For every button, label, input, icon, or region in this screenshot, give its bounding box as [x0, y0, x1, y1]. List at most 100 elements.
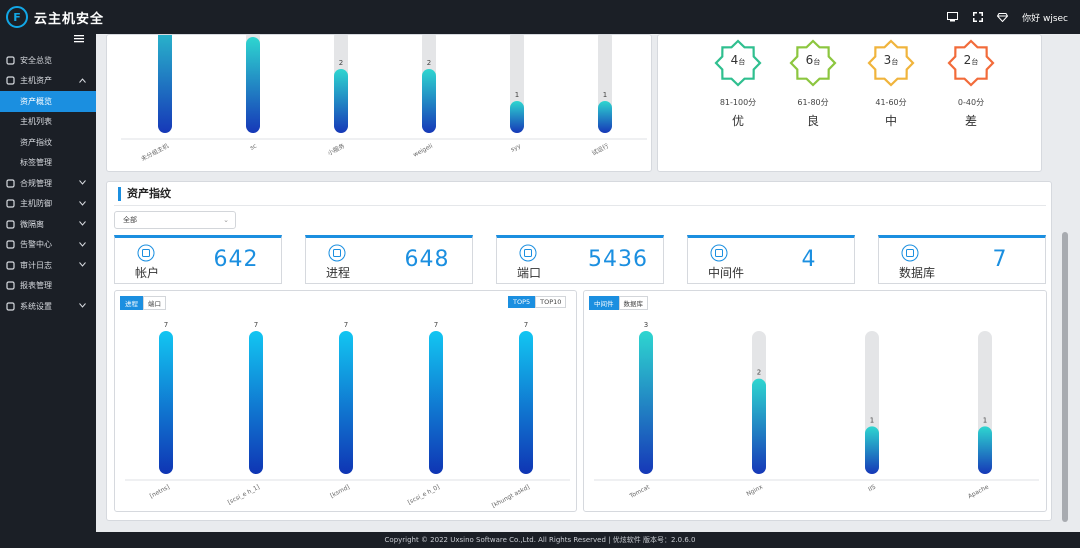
- sidebar-item-dashboard[interactable]: 安全总览: [0, 50, 96, 71]
- rating-range: 41-60分: [875, 98, 907, 107]
- stat-card-label: 帐户: [135, 266, 160, 280]
- shield-icon: [6, 199, 15, 208]
- sidebar-subitem[interactable]: 主机列表: [20, 117, 52, 127]
- stat-card-label: 中间件: [708, 266, 745, 280]
- bar: [249, 331, 263, 474]
- expand-icon[interactable]: [972, 12, 983, 23]
- bar: [422, 69, 436, 133]
- sidebar-item-isolation[interactable]: 微隔离: [0, 214, 96, 235]
- sidebar-subitem[interactable]: 标签管理: [20, 158, 52, 168]
- rating-grade: 优: [731, 114, 744, 128]
- stat-card-value: 5436: [588, 247, 648, 272]
- stat-card-label: 进程: [326, 266, 351, 280]
- x-tick-label: 试运行: [590, 142, 610, 158]
- sidebar-item-asset[interactable]: 主机资产: [0, 71, 96, 92]
- sidebar-toggle[interactable]: [0, 34, 96, 50]
- sidebar-item-alarm[interactable]: 告警中心: [0, 235, 96, 256]
- sidebar-item-report[interactable]: 报表管理: [0, 276, 96, 297]
- rating-info: 61-80分良: [783, 97, 843, 129]
- tab-top5[interactable]: TOP5: [508, 296, 536, 308]
- star-badge-icon: [714, 39, 762, 87]
- scrollbar[interactable]: [1062, 232, 1068, 522]
- sidebar-item-label: 系统设置: [20, 301, 52, 311]
- user-greeting[interactable]: 你好 wjsec: [1022, 13, 1068, 24]
- star-badge-icon: [789, 39, 837, 87]
- group-host-bar-chart: 未分组主机3sc2小服务2weigeli1syy1试运行: [121, 5, 647, 163]
- bar: [339, 331, 353, 474]
- tab-database[interactable]: 数据库: [618, 296, 648, 310]
- chevron-down-icon: ⌄: [223, 216, 229, 224]
- bar-value-label: 2: [757, 369, 761, 377]
- stat-card-process[interactable]: 进程 648: [305, 235, 473, 284]
- sidebar-item-compliance[interactable]: 合规管理: [0, 173, 96, 194]
- bar-value-label: 1: [515, 91, 519, 99]
- stat-card-port[interactable]: 端口 5436: [496, 235, 664, 284]
- bar-value-label: 3: [644, 321, 648, 329]
- app-logo[interactable]: F 云主机安全: [6, 6, 104, 28]
- stat-card-middleware[interactable]: 中间件 4: [687, 235, 855, 284]
- process-chart-panel: 7 [netns] 7 [scsi_e h_1] 7 [ksmd] 7 [scsi_e h_0…: [114, 290, 577, 512]
- settings-icon: [6, 302, 15, 311]
- bar-value-label: 1: [983, 416, 987, 424]
- sidebar-subitem[interactable]: 资产指纹: [20, 137, 52, 147]
- divider: [114, 205, 1046, 206]
- bar: [978, 426, 992, 474]
- rating-range: 61-80分: [797, 98, 829, 107]
- sidebar-item-label: 主机资产: [20, 76, 52, 86]
- sidebar-item-shield[interactable]: 主机防御: [0, 194, 96, 215]
- middleware-tabs: 中间件 数据库: [589, 296, 648, 310]
- middleware-chart-panel: 3 Tomcat 2 Nginx 1 IIS 1 Apache: [583, 290, 1047, 512]
- rating-range: 0-40分: [957, 98, 985, 107]
- sidebar-subitem[interactable]: 资产概览: [0, 91, 96, 112]
- tab-process[interactable]: 进程: [120, 296, 143, 310]
- process-tabs: 进程 端口: [120, 296, 166, 310]
- sidebar-item-log[interactable]: 审计日志: [0, 255, 96, 276]
- bar-value-label: 7: [164, 321, 168, 329]
- bar: [639, 331, 653, 474]
- stat-card-value: 648: [404, 247, 450, 272]
- compliance-icon: [6, 179, 15, 188]
- tab-middleware[interactable]: 中间件: [589, 296, 619, 310]
- top-bar: F 云主机安全 你好 wjsec: [0, 0, 1080, 34]
- rating-badge[interactable]: 2台: [947, 39, 995, 87]
- rating-count: 3台: [883, 53, 899, 67]
- star-badge-icon: [947, 39, 995, 87]
- group-select[interactable]: 全部 ⌄: [114, 211, 236, 229]
- sidebar-item-label: 合规管理: [20, 178, 52, 188]
- chevron-down-icon: [79, 260, 86, 269]
- bar-value-label: 7: [254, 321, 258, 329]
- stat-card-user[interactable]: 帐户 642: [114, 235, 282, 284]
- sidebar-item-settings[interactable]: 系统设置: [0, 296, 96, 317]
- sidebar-item-label: 安全总览: [20, 55, 52, 65]
- rating-badge[interactable]: 3台: [867, 39, 915, 87]
- x-tick-label: 未分组主机: [140, 142, 170, 163]
- x-tick-label: Apache: [967, 483, 990, 500]
- tab-top10[interactable]: TOP10: [535, 296, 567, 308]
- rating-info: 41-60分中: [861, 97, 921, 129]
- sidebar: 安全总览主机资产资产概览主机列表资产指纹标签管理合规管理主机防御 微隔离 告警中心审…: [0, 34, 96, 548]
- chevron-down-icon: [79, 178, 86, 187]
- footer: Copyright © 2022 Uxsino Software Co.,Ltd…: [0, 532, 1080, 548]
- x-tick-label: weigeli: [412, 142, 434, 158]
- stat-card-value: 7: [992, 247, 1008, 272]
- menu-collapse-icon[interactable]: [74, 34, 84, 43]
- chevron-down-icon: [79, 219, 86, 228]
- isolation-icon: [6, 220, 15, 229]
- report-icon: [6, 281, 15, 290]
- rating-badge[interactable]: 6台: [789, 39, 837, 87]
- tab-port[interactable]: 端口: [143, 296, 166, 310]
- section-title: 资产指纹: [118, 187, 171, 201]
- bar: [246, 37, 260, 133]
- copyright-text: Copyright © 2022 Uxsino Software Co.,Ltd…: [384, 536, 696, 544]
- x-tick-label: syy: [510, 142, 523, 153]
- stat-card-database[interactable]: 数据库 7: [878, 235, 1046, 284]
- bar-value-label: 7: [434, 321, 438, 329]
- top-n-tabs: TOP5 TOP10: [508, 296, 567, 308]
- diamond-icon[interactable]: [997, 12, 1009, 23]
- monitor-icon[interactable]: [947, 12, 959, 23]
- x-tick-label: IIS: [867, 484, 877, 494]
- alarm-icon: [6, 240, 15, 249]
- rating-badge[interactable]: 4台: [714, 39, 762, 87]
- middleware-bar-chart: 3 Tomcat 2 Nginx 1 IIS 1 Apache: [594, 321, 1039, 500]
- bar: [510, 101, 524, 133]
